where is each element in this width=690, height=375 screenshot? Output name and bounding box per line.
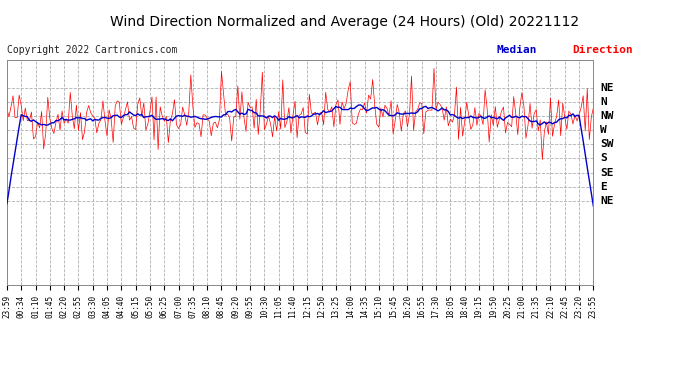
Text: Wind Direction Normalized and Average (24 Hours) (Old) 20221112: Wind Direction Normalized and Average (2…	[110, 15, 580, 29]
Text: Median: Median	[497, 45, 538, 55]
Text: NE: NE	[600, 196, 614, 206]
Text: E: E	[600, 182, 607, 192]
Text: N: N	[600, 97, 607, 107]
Text: NW: NW	[600, 111, 614, 121]
Text: Copyright 2022 Cartronics.com: Copyright 2022 Cartronics.com	[7, 45, 177, 55]
Text: SW: SW	[600, 140, 614, 149]
Text: W: W	[600, 125, 607, 135]
Text: Direction: Direction	[573, 45, 633, 55]
Text: S: S	[600, 153, 607, 164]
Text: SE: SE	[600, 168, 614, 177]
Text: NE: NE	[600, 83, 614, 93]
